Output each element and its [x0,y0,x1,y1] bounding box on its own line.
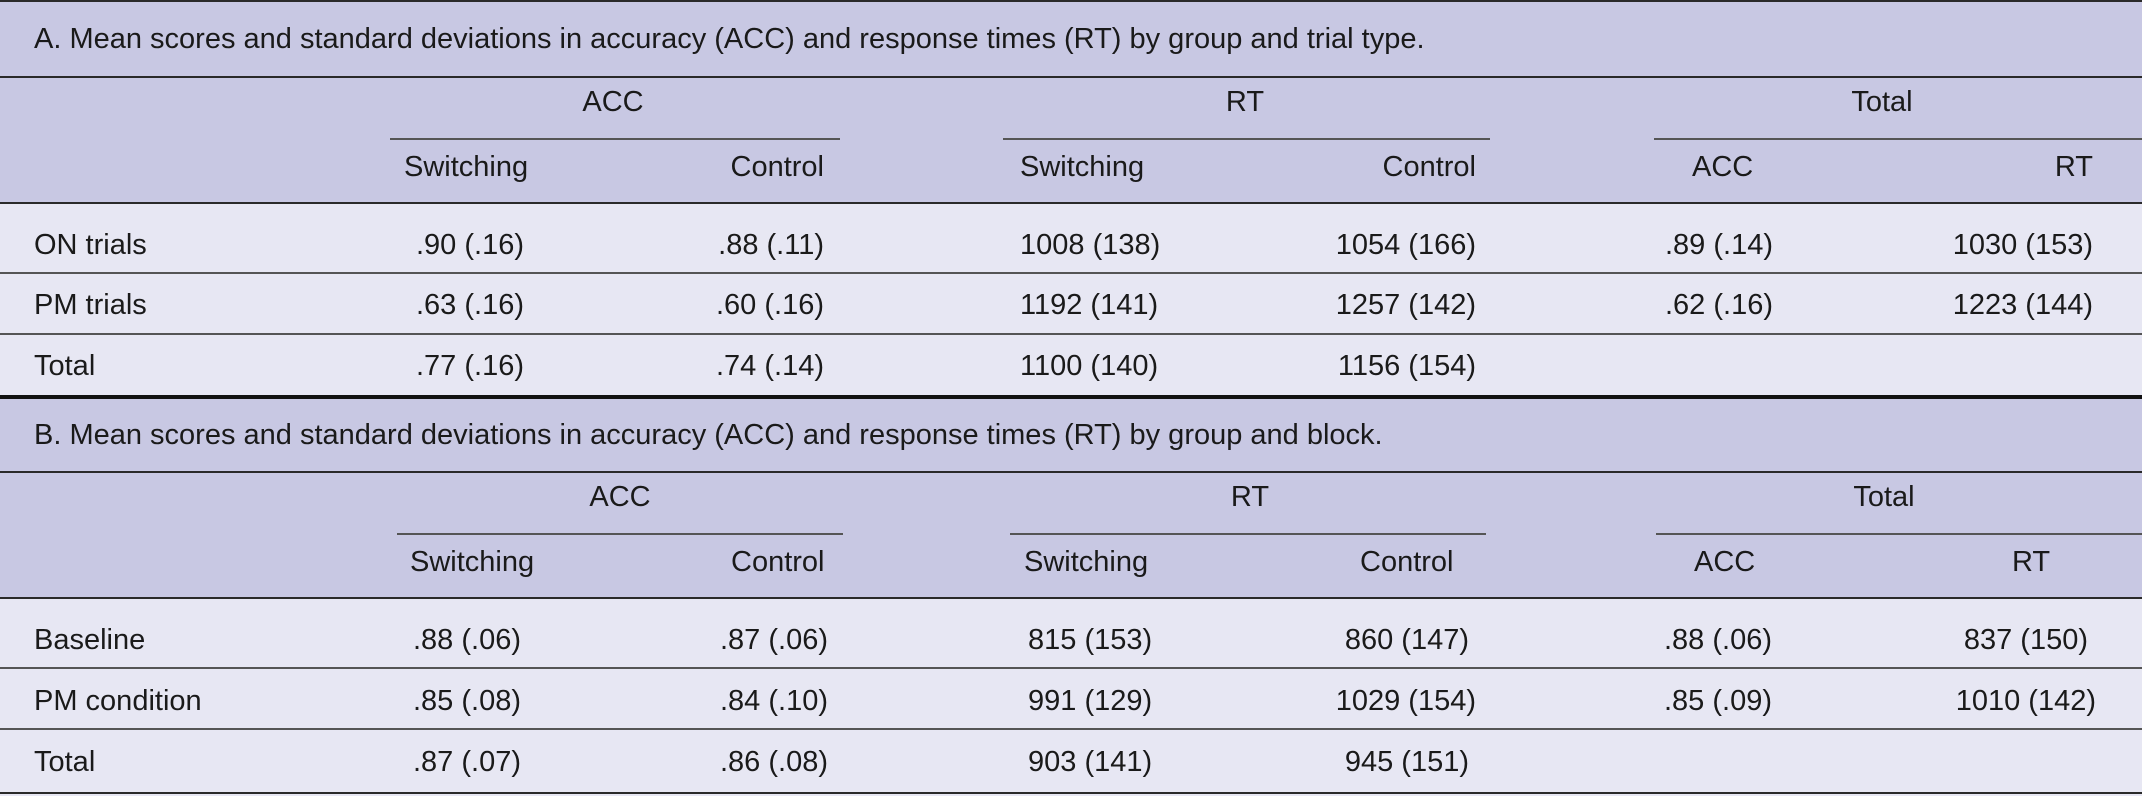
table-cell: 1008 (138) [1020,229,1161,261]
row-label: Total [34,746,96,778]
row-label: PM condition [34,685,202,717]
panel-a-header [0,78,2142,202]
table-cell: 991 (129) [1028,685,1153,717]
group-header-acc: ACC [589,481,651,513]
table-cell: .85 (.08) [413,685,521,717]
row-label: Total [34,350,96,382]
table-cell: .87 (.06) [720,624,828,656]
table-cell: 1257 (142) [1335,289,1476,321]
group-header-rt: RT [1225,86,1265,118]
table-cell: .63 (.16) [416,289,524,321]
sub-header-acc: ACC [1692,151,1754,183]
table-cell: 945 (151) [1344,746,1469,778]
table-cell: 1192 (141) [1020,289,1159,321]
table-cell: 837 (150) [1963,624,2088,656]
table-cell: .84 (.10) [720,685,828,717]
table-cell: 860 (147) [1344,624,1469,656]
table-cell: .88 (.06) [413,624,521,656]
table-cell: .85 (.09) [1664,685,1772,717]
table-cell: 1100 (140) [1020,350,1159,382]
row-label: Baseline [34,624,146,656]
sub-header-rt: RT [2054,151,2093,183]
group-header-total: Total [1851,86,1913,118]
table-cell: .74 (.14) [716,350,824,382]
group-header-rt: RT [1230,481,1270,513]
table-cell: .87 (.07) [413,746,521,778]
sub-header-control: Control [1382,151,1477,183]
sub-header-control: Control [731,546,825,578]
group-header-acc: ACC [582,86,644,118]
table-cell: .60 (.16) [716,289,824,321]
sub-header-rt: RT [2012,546,2051,578]
group-header-total: Total [1853,481,1915,513]
row-label: PM trials [34,289,147,321]
sub-header-switching: Switching [1024,546,1149,578]
sub-header-acc: ACC [1694,546,1756,578]
sub-header-switching: Switching [404,151,529,183]
table-cell: 903 (141) [1028,746,1153,778]
sub-header-switching: Switching [410,546,535,578]
table-cell: .90 (.16) [416,229,524,261]
sub-header-control: Control [730,151,825,183]
table-cell: .88 (.11) [718,229,824,261]
panel-b-header [0,473,2142,597]
table-cell: .89 (.14) [1665,229,1773,261]
table-cell: 1010 (142) [1955,685,2096,717]
table-cell: 1223 (144) [1952,289,2093,321]
sub-header-switching: Switching [1020,151,1145,183]
table-cell: 1054 (166) [1335,229,1476,261]
table-cell: .77 (.16) [416,350,524,382]
panel-a-title: A. Mean scores and standard deviations i… [0,2,2142,76]
panel-b-title: B. Mean scores and standard deviations i… [0,399,2142,471]
sub-header-control: Control [1360,546,1454,578]
table-cell: .86 (.08) [720,746,828,778]
table-cell: 815 (153) [1028,624,1153,656]
row-label: ON trials [34,229,147,261]
table-cell: 1156 (154) [1337,350,1476,382]
table-cell: .88 (.06) [1664,624,1772,656]
table-cell: .62 (.16) [1665,289,1773,321]
table-cell: 1029 (154) [1335,685,1476,717]
table-cell: 1030 (153) [1952,229,2093,261]
